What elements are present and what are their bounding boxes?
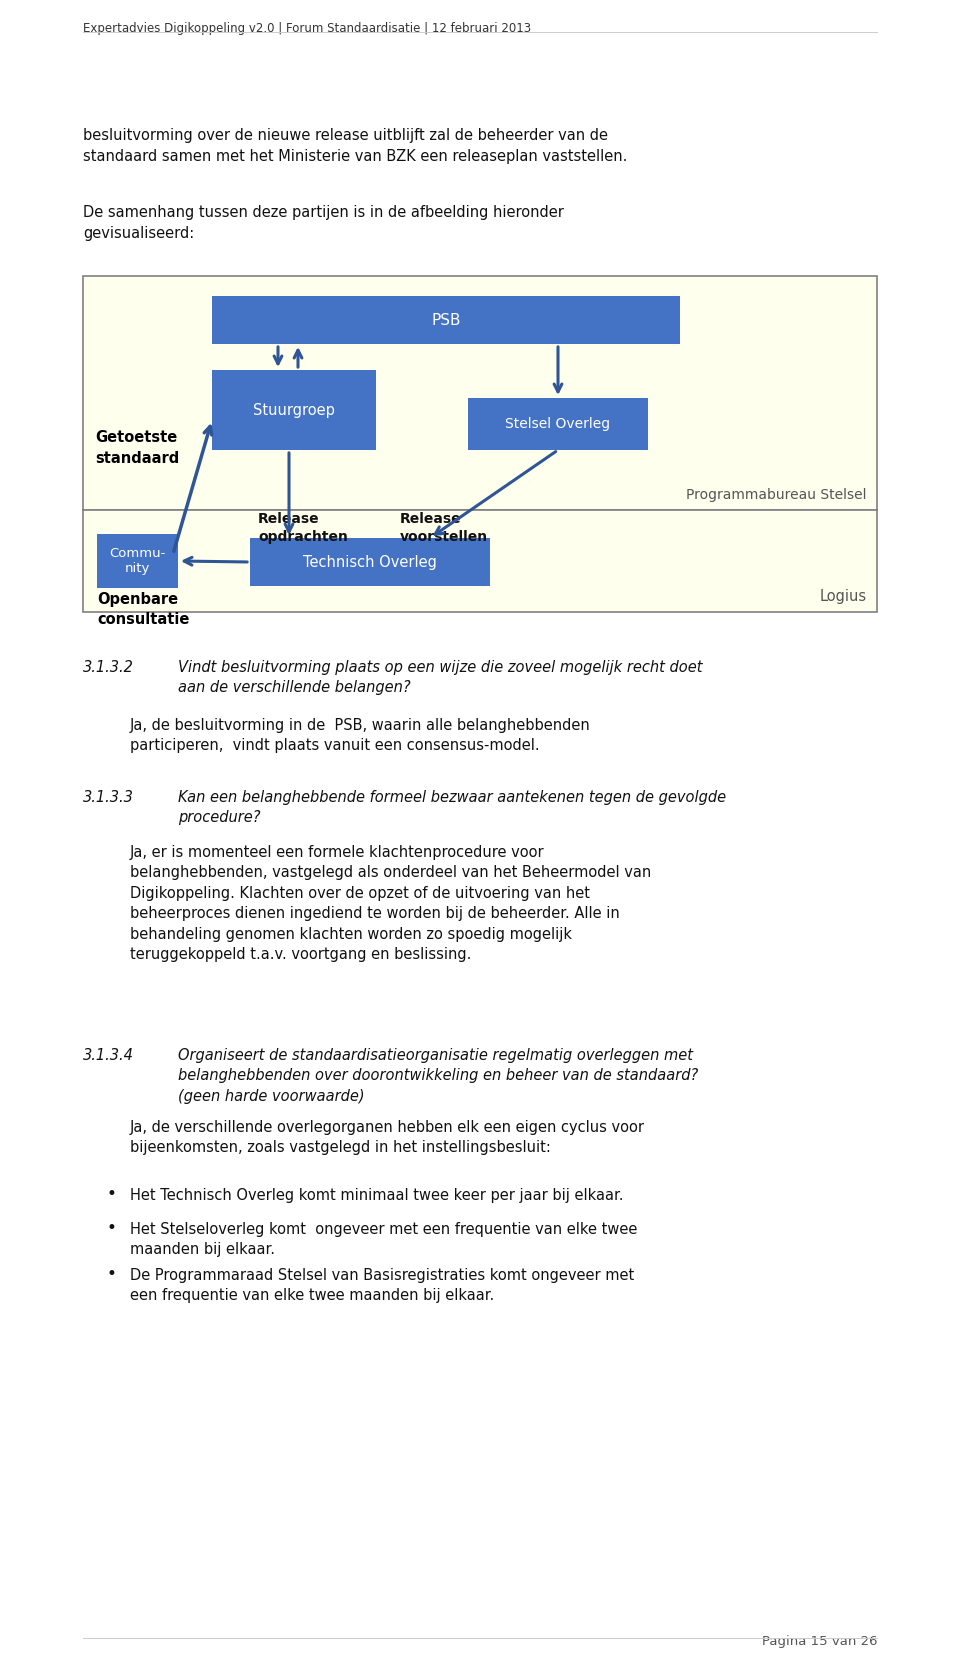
Text: Commu-
nity: Commu- nity	[109, 546, 166, 575]
Text: PSB: PSB	[431, 313, 461, 328]
Text: Het Technisch Overleg komt minimaal twee keer per jaar bij elkaar.: Het Technisch Overleg komt minimaal twee…	[130, 1188, 623, 1203]
Text: 3.1.3.2: 3.1.3.2	[83, 660, 133, 675]
Bar	[212, 370, 376, 450]
Text: Release
voorstellen: Release voorstellen	[400, 511, 488, 545]
Text: 3.1.3.4: 3.1.3.4	[83, 1048, 133, 1063]
Text: Ja, de besluitvorming in de  PSB, waarin alle belanghebbenden
participeren,  vin: Ja, de besluitvorming in de PSB, waarin …	[130, 718, 590, 753]
Bar	[83, 277, 877, 510]
Text: •: •	[106, 1264, 116, 1283]
Text: Openbare
consultatie: Openbare consultatie	[97, 591, 189, 626]
Text: 3.1.3.3: 3.1.3.3	[83, 790, 133, 805]
Text: Getoetste
standaard: Getoetste standaard	[95, 430, 180, 466]
Text: besluitvorming over de nieuwe release uitblijft zal de beheerder van de
standaar: besluitvorming over de nieuwe release ui…	[83, 128, 628, 163]
Text: •: •	[106, 1185, 116, 1203]
Text: Vindt besluitvorming plaats op een wijze die zoveel mogelijk recht doet
aan de v: Vindt besluitvorming plaats op een wijze…	[178, 660, 703, 695]
Text: Release
opdrachten: Release opdrachten	[258, 511, 348, 545]
Text: Technisch Overleg: Technisch Overleg	[303, 555, 437, 570]
Bar	[83, 510, 877, 611]
Bar	[212, 297, 680, 343]
Text: Ja, de verschillende overlegorganen hebben elk een eigen cyclus voor
bijeenkomst: Ja, de verschillende overlegorganen hebb…	[130, 1120, 645, 1156]
Text: Organiseert de standaardisatieorganisatie regelmatig overleggen met
belanghebben: Organiseert de standaardisatieorganisati…	[178, 1048, 698, 1105]
Text: Stelsel Overleg: Stelsel Overleg	[505, 416, 611, 431]
Text: Kan een belanghebbende formeel bezwaar aantekenen tegen de gevolgde
procedure?: Kan een belanghebbende formeel bezwaar a…	[178, 790, 726, 825]
Bar	[468, 398, 648, 450]
Bar	[250, 538, 490, 586]
Text: Het Stelseloverleg komt  ongeveer met een frequentie van elke twee
maanden bij e: Het Stelseloverleg komt ongeveer met een…	[130, 1221, 637, 1258]
Text: Pagina 15 van 26: Pagina 15 van 26	[761, 1634, 877, 1648]
Text: Expertadvies Digikoppeling v2.0 | Forum Standaardisatie | 12 februari 2013: Expertadvies Digikoppeling v2.0 | Forum …	[83, 22, 531, 35]
Text: De samenhang tussen deze partijen is in de afbeelding hieronder
gevisualiseerd:: De samenhang tussen deze partijen is in …	[83, 205, 564, 242]
Bar	[97, 535, 178, 588]
Text: Programmabureau Stelsel: Programmabureau Stelsel	[686, 488, 867, 501]
Text: •: •	[106, 1220, 116, 1236]
Text: Ja, er is momenteel een formele klachtenprocedure voor
belanghebbenden, vastgele: Ja, er is momenteel een formele klachten…	[130, 845, 651, 961]
Text: Stuurgroep: Stuurgroep	[253, 403, 335, 418]
Text: De Programmaraad Stelsel van Basisregistraties komt ongeveer met
een frequentie : De Programmaraad Stelsel van Basisregist…	[130, 1268, 635, 1303]
Text: Logius: Logius	[820, 590, 867, 605]
